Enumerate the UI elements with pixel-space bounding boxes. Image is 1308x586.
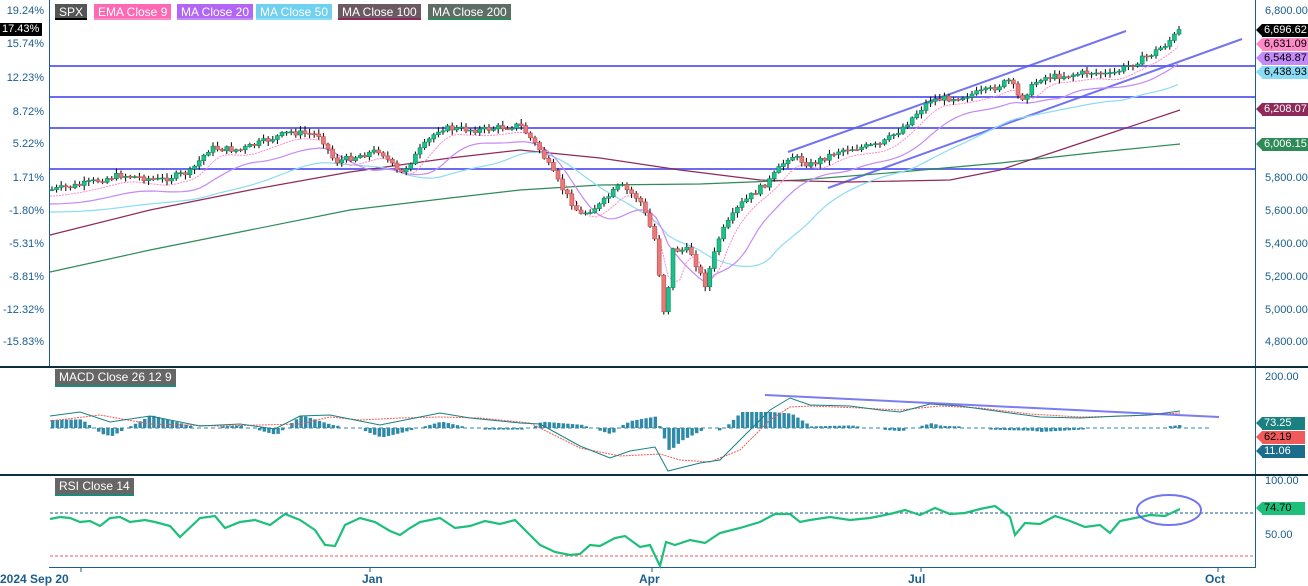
price-tag-ma100-last: 6,208.07: [1256, 103, 1308, 116]
left-axis-label: 1.71%: [12, 172, 44, 184]
rsi-line: [49, 504, 1181, 570]
price-tag-spx-last: 6,696.62: [1256, 24, 1308, 37]
x-axis-label: Apr: [639, 572, 660, 586]
right-axis-label: 6,800.00: [1265, 5, 1308, 17]
horizontal-levels: [50, 65, 1255, 170]
left-axis-label: -1.80%: [9, 205, 44, 217]
macd-signal-line: [49, 405, 1181, 463]
rsi-axis-100: 100.00: [1265, 475, 1299, 487]
macd-tag-0: 73.25: [1256, 417, 1305, 430]
rsi-highlight-circle: [1136, 494, 1202, 526]
left-axis-label: -15.83%: [3, 336, 44, 348]
right-axis-label: 5,800.00: [1265, 172, 1308, 184]
macd-tag-1: 62.19: [1256, 431, 1305, 444]
rsi-title[interactable]: RSI Close 14: [55, 478, 134, 496]
price-tag-ema9-last: 6,631.09: [1256, 38, 1308, 51]
left-axis-label: 8.72%: [12, 106, 44, 118]
rsi-value-tag: 74.70: [1256, 502, 1305, 515]
left-axis-label: 19.24%: [6, 5, 44, 17]
legend-item-spx[interactable]: SPX: [55, 4, 88, 20]
legend-item-ema-close-9[interactable]: EMA Close 9: [94, 4, 172, 20]
left-axis-label: -8.81%: [9, 271, 44, 283]
legend-item-ma-close-20[interactable]: MA Close 20: [177, 4, 254, 20]
trend-channel: [787, 30, 1243, 189]
price-tag-ma20-last: 6,548.87: [1256, 52, 1308, 65]
ma20-line: [49, 63, 1179, 283]
macd-title[interactable]: MACD Close 26 12 9: [55, 369, 176, 387]
ma100-line: [49, 109, 1181, 236]
candlesticks: [49, 26, 1182, 315]
right-axis-label: 4,800.00: [1265, 336, 1308, 348]
left-axis-label: 12.23%: [6, 72, 44, 84]
left-axis-label: -5.31%: [9, 238, 44, 250]
macd-tag-2: 11.06: [1256, 445, 1305, 458]
macd-axis-200: 200.00: [1265, 371, 1299, 383]
left-axis-label: 5.22%: [12, 138, 44, 150]
x-axis-label: Jul: [908, 572, 926, 586]
macd-line: [49, 397, 1181, 472]
price-tag-ma200-last: 6,006.15: [1256, 138, 1308, 151]
left-axis-label: 15.74%: [6, 38, 44, 50]
legend-item-ma-close-200[interactable]: MA Close 200: [428, 4, 511, 20]
x-axis-label: 2024 Sep 20: [0, 572, 69, 586]
right-axis-label: 5,200.00: [1265, 271, 1308, 283]
right-axis-label: 5,400.00: [1265, 238, 1308, 250]
rsi-axis-50: 50.00: [1265, 529, 1293, 541]
ma200-line: [49, 143, 1181, 273]
macd-histogram: [51, 412, 1182, 450]
x-axis-label: Jan: [362, 572, 383, 586]
ema9-line: [49, 46, 1179, 284]
right-axis-label: 5,000.00: [1265, 304, 1308, 316]
macd-trendline: [764, 394, 1220, 418]
left-axis-label: -12.32%: [3, 304, 44, 316]
price-tag-ma50-last: 6,438.93: [1256, 66, 1308, 79]
legend-item-ma-close-100[interactable]: MA Close 100: [338, 4, 421, 20]
left-current-tag: 17.43%: [0, 23, 43, 36]
right-axis-label: 5,600.00: [1265, 205, 1308, 217]
legend-item-ma-close-50[interactable]: MA Close 50: [256, 4, 333, 20]
x-axis-label: Oct: [1205, 572, 1226, 586]
ma50-line: [50, 84, 1179, 268]
